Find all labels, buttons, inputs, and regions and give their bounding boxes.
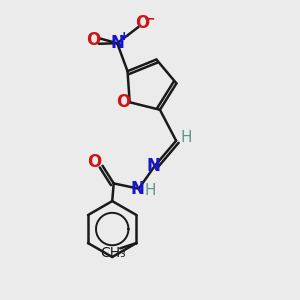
Text: +: + bbox=[118, 30, 129, 43]
Text: O: O bbox=[116, 93, 130, 111]
Text: N: N bbox=[110, 34, 124, 52]
Text: CH₃: CH₃ bbox=[100, 246, 126, 260]
Text: −: − bbox=[144, 11, 155, 25]
Text: H: H bbox=[181, 130, 192, 145]
Text: O: O bbox=[87, 153, 101, 171]
Text: N: N bbox=[130, 180, 144, 198]
Text: O: O bbox=[86, 31, 100, 49]
Text: O: O bbox=[135, 14, 149, 32]
Text: H: H bbox=[144, 183, 156, 198]
Text: N: N bbox=[146, 157, 161, 175]
